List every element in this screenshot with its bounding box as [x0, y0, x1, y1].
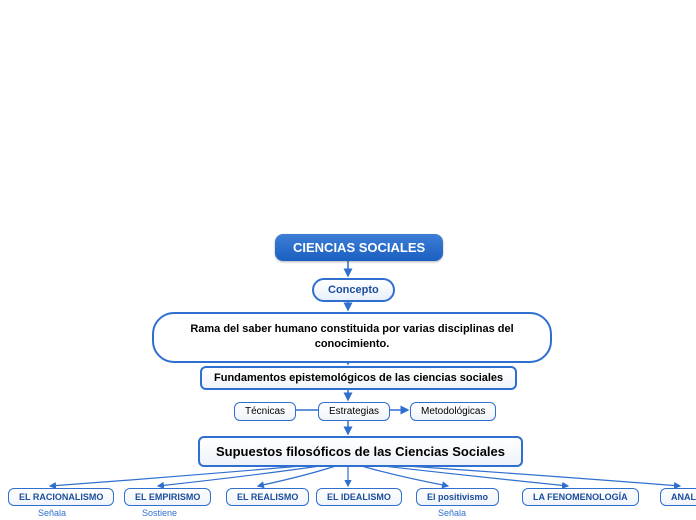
- leaf-label: EL IDEALISMO: [327, 492, 391, 502]
- leaf-fenomenologia: LA FENOMENOLOGÍA: [522, 488, 639, 506]
- fundamentos-node: Fundamentos epistemológicos de las cienc…: [200, 366, 517, 390]
- supuestos-label: Supuestos filosóficos de las Ciencias So…: [216, 444, 505, 459]
- supuestos-node: Supuestos filosóficos de las Ciencias So…: [198, 436, 523, 467]
- leaf-positivismo: El positivismo: [416, 488, 499, 506]
- definition-node: Rama del saber humano constituida por va…: [152, 312, 552, 363]
- leaf-idealismo: EL IDEALISMO: [316, 488, 402, 506]
- leaf-realismo: EL REALISMO: [226, 488, 309, 506]
- leaf-racionalismo: EL RACIONALISMO: [8, 488, 114, 506]
- leaf-analitica: ANALÍTICA: [660, 488, 696, 506]
- leaf-label: El positivismo: [427, 492, 488, 502]
- leaf-label: LA FENOMENOLOGÍA: [533, 492, 628, 502]
- leaf-label: EL REALISMO: [237, 492, 298, 502]
- tecnicas-node: Técnicas: [234, 402, 296, 421]
- leaf-empirismo: EL EMPIRISMO: [124, 488, 211, 506]
- fundamentos-label: Fundamentos epistemológicos de las cienc…: [214, 372, 503, 384]
- leaf-racionalismo-sub: Señala: [38, 508, 66, 518]
- leaf-label: ANALÍTICA: [671, 492, 696, 502]
- leaf-label: EL RACIONALISMO: [19, 492, 103, 502]
- metodologicas-node: Metodológicas: [410, 402, 496, 421]
- concepto-node: Concepto: [312, 278, 395, 302]
- root-label: CIENCIAS SOCIALES: [293, 240, 425, 255]
- tecnicas-label: Técnicas: [245, 406, 285, 417]
- metodologicas-label: Metodológicas: [421, 406, 485, 417]
- root-node: CIENCIAS SOCIALES: [275, 234, 443, 261]
- leaf-empirismo-sub: Sostiene: [142, 508, 177, 518]
- estrategias-node: Estrategias: [318, 402, 390, 421]
- concepto-label: Concepto: [328, 284, 379, 296]
- estrategias-label: Estrategias: [329, 406, 379, 417]
- leaf-positivismo-sub: Señala: [438, 508, 466, 518]
- definition-label: Rama del saber humano constituida por va…: [190, 323, 513, 350]
- leaf-label: EL EMPIRISMO: [135, 492, 200, 502]
